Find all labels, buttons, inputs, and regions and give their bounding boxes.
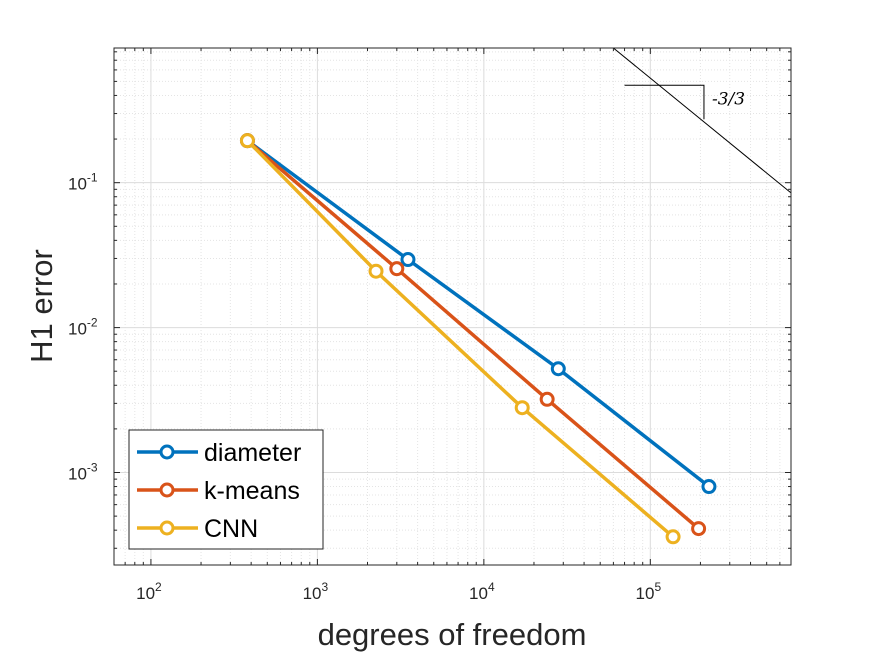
data-point-k-means [691, 521, 707, 537]
x-tick-label: 103 [303, 580, 329, 603]
major-grid [114, 48, 791, 565]
reference-line [613, 48, 791, 194]
legend-marker-CNN [159, 520, 175, 536]
x-tick-base: 10 [303, 584, 322, 603]
y-tick-base: 10 [68, 320, 87, 339]
series-line-CNN [246, 139, 675, 539]
x-tick-base: 10 [136, 584, 155, 603]
data-point-diameter [400, 252, 416, 268]
y-tick-labels: 10-310-210-1 [68, 171, 98, 484]
y-tick-label: 10-3 [68, 461, 98, 484]
slope-label: -3/3 [712, 89, 745, 109]
reference-slope: -3/3 [613, 48, 791, 194]
data-point-k-means [389, 261, 405, 277]
series-line-k-means [246, 139, 700, 530]
series-line-diameter [246, 139, 711, 488]
y-axis-title: H1 error [24, 249, 59, 363]
x-tick-exponent: 2 [155, 580, 162, 594]
legend-marker-k-means [159, 482, 175, 498]
y-tick-label: 10-2 [68, 316, 98, 339]
x-tick-label: 105 [636, 580, 662, 603]
tick-marks [113, 48, 792, 565]
y-tick-exponent: -3 [87, 461, 98, 475]
minor-grid [113, 48, 792, 565]
x-tick-label: 102 [136, 580, 162, 603]
x-axis-title: degrees of freedom [318, 617, 587, 652]
x-tick-exponent: 3 [322, 580, 329, 594]
y-tick-exponent: -2 [87, 316, 98, 330]
series-lines [239, 133, 717, 545]
y-tick-exponent: -1 [87, 171, 98, 185]
legend-label-diameter: diameter [204, 439, 301, 467]
reference-group [613, 48, 791, 194]
x-tick-exponent: 5 [654, 580, 661, 594]
x-tick-base: 10 [469, 584, 488, 603]
reference-triangle [624, 84, 705, 120]
x-tick-exponent: 4 [488, 580, 495, 594]
legend: diameter k-means CNN [128, 429, 324, 550]
data-point-diameter [701, 479, 717, 495]
x-tick-labels: 102 103 104 105 [136, 580, 661, 603]
y-tick-label: 10-1 [68, 171, 98, 194]
legend-label-k-means: k-means [204, 477, 300, 505]
data-point-diameter [550, 361, 566, 377]
legend-marker-diameter [159, 444, 175, 460]
y-tick-base: 10 [68, 465, 87, 484]
legend-label-CNN: CNN [204, 515, 258, 543]
data-point-k-means [539, 391, 555, 407]
plot-frame [113, 47, 792, 566]
data-point-CNN [239, 133, 255, 149]
y-tick-base: 10 [68, 175, 87, 194]
data-point-CNN [368, 263, 384, 279]
data-point-CNN [514, 400, 530, 416]
x-tick-base: 10 [636, 584, 655, 603]
data-point-CNN [665, 529, 681, 545]
x-tick-label: 104 [469, 580, 495, 603]
